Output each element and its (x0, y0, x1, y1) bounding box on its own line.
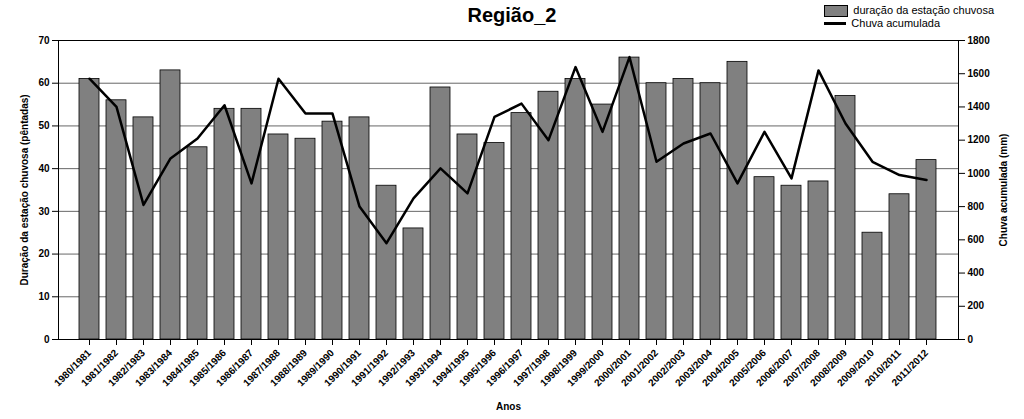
svg-text:1995/1996: 1995/1996 (457, 347, 499, 389)
svg-text:1996/1997: 1996/1997 (484, 347, 526, 389)
svg-text:1989/1990: 1989/1990 (295, 347, 337, 389)
svg-text:Anos: Anos (496, 401, 521, 412)
svg-text:0: 0 (44, 334, 50, 345)
svg-text:1800: 1800 (968, 35, 991, 46)
svg-text:1990/1991: 1990/1991 (322, 347, 364, 389)
svg-text:30: 30 (38, 206, 50, 217)
svg-text:1992/1993: 1992/1993 (376, 347, 418, 389)
svg-text:600: 600 (968, 234, 985, 245)
svg-text:1986/1987: 1986/1987 (214, 347, 256, 389)
svg-text:50: 50 (38, 120, 50, 131)
svg-text:1981/1982: 1981/1982 (79, 347, 121, 389)
svg-text:60: 60 (38, 77, 50, 88)
svg-text:2005/2006: 2005/2006 (727, 347, 769, 389)
svg-text:20: 20 (38, 248, 50, 259)
svg-text:40: 40 (38, 163, 50, 174)
svg-text:2010/2011: 2010/2011 (862, 347, 904, 388)
svg-text:Chuva acumulada (mm): Chuva acumulada (mm) (998, 134, 1009, 247)
svg-text:0: 0 (968, 334, 974, 345)
svg-text:10: 10 (38, 291, 50, 302)
svg-text:1983/1984: 1983/1984 (133, 347, 175, 389)
svg-text:1000: 1000 (968, 168, 991, 179)
svg-text:2009/2010: 2009/2010 (835, 347, 877, 389)
svg-text:2002/2003: 2002/2003 (646, 347, 688, 389)
svg-text:1400: 1400 (968, 101, 991, 112)
svg-text:1988/1989: 1988/1989 (268, 347, 310, 389)
svg-text:2003/2004: 2003/2004 (673, 347, 715, 389)
html-text:Região_2: Região_2 (467, 4, 557, 26)
svg-text:70: 70 (38, 35, 50, 46)
svg-text:Duração da estação chuvosa (pê: Duração da estação chuvosa (pêntadas) (19, 94, 30, 285)
svg-text:1994/1995: 1994/1995 (430, 347, 472, 389)
svg-text:2006/2007: 2006/2007 (754, 347, 796, 389)
svg-text:200: 200 (968, 300, 985, 311)
svg-text:400: 400 (968, 267, 985, 278)
html-text:duração da estação chuvosa: duração da estação chuvosa (853, 4, 994, 16)
svg-text:1991/1992: 1991/1992 (349, 347, 391, 389)
svg-text:2007/2008: 2007/2008 (781, 347, 823, 389)
svg-text:1997/1998: 1997/1998 (511, 347, 553, 389)
svg-text:1980/1981: 1980/1981 (52, 347, 94, 389)
svg-text:2011/2012: 2011/2012 (889, 347, 930, 388)
svg-text:2004/2005: 2004/2005 (700, 347, 742, 389)
svg-text:800: 800 (968, 201, 985, 212)
svg-text:1984/1985: 1984/1985 (160, 347, 202, 389)
svg-text:1985/1986: 1985/1986 (187, 347, 229, 389)
svg-text:2000/2001: 2000/2001 (592, 347, 634, 389)
svg-text:1987/1988: 1987/1988 (241, 347, 283, 389)
svg-text:2008/2009: 2008/2009 (808, 347, 850, 389)
svg-text:1993/1994: 1993/1994 (403, 347, 445, 389)
svg-text:1999/2000: 1999/2000 (565, 347, 607, 389)
svg-text:1998/1999: 1998/1999 (538, 347, 580, 389)
html-text:Chuva acumulada: Chuva acumulada (851, 17, 940, 29)
svg-text:1600: 1600 (968, 68, 991, 79)
svg-text:2001/2002: 2001/2002 (619, 347, 661, 389)
svg-text:1982/1983: 1982/1983 (106, 347, 148, 389)
svg-text:1200: 1200 (968, 134, 991, 145)
